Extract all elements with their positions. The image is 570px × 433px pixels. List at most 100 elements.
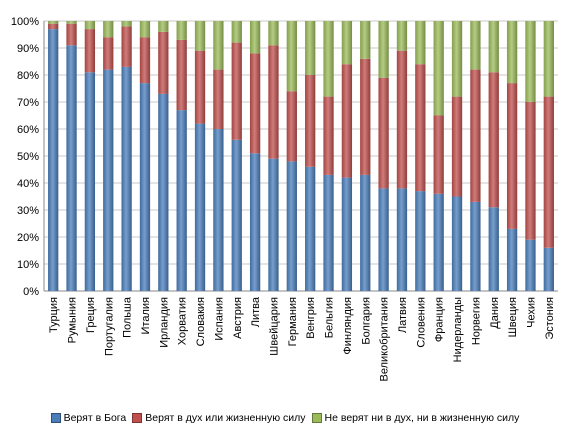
bar-segment <box>451 96 463 197</box>
y-tick-label: 0% <box>23 286 39 298</box>
x-tick-label: Германия <box>287 297 299 346</box>
bar-segment <box>231 42 242 140</box>
bar-segment <box>341 21 353 65</box>
x-tick-label: Болгария <box>360 297 372 345</box>
x-tick-label: Швеция <box>507 297 519 337</box>
x-tick-label: Франция <box>434 297 446 342</box>
bar-segment <box>231 21 242 43</box>
bar-segment <box>139 37 151 84</box>
x-tick-label: Финляндия <box>342 297 354 355</box>
bar-segment <box>48 23 59 30</box>
bar-segment <box>103 69 114 291</box>
bar-segment <box>213 21 224 70</box>
bar-segment <box>525 102 536 240</box>
x-tick-label: Турция <box>48 297 60 333</box>
bar-segment <box>305 75 316 167</box>
bar-segment <box>176 39 187 111</box>
x-tick-label: Хорватия <box>177 297 189 345</box>
x-tick-label: Венгрия <box>305 297 317 339</box>
x-tick-label: Словакия <box>195 297 207 346</box>
bar-segment <box>66 21 77 24</box>
y-tick-label: 60% <box>17 124 39 136</box>
bar-segment <box>360 21 371 59</box>
legend-swatch-green <box>311 413 322 423</box>
bar-segment <box>103 37 114 70</box>
bar-segment <box>158 31 169 94</box>
y-tick-label: 80% <box>17 70 39 82</box>
bar-segment <box>433 193 444 291</box>
x-tick-label: Румыния <box>67 297 79 343</box>
y-tick-label: 30% <box>17 205 39 217</box>
bar-segment <box>525 21 536 102</box>
bar-segment <box>84 21 96 30</box>
bar-segment <box>176 110 187 291</box>
bar-segment <box>84 29 96 73</box>
x-tick-label: Чехия <box>525 297 537 328</box>
bar-segment <box>506 83 518 229</box>
bar-segment <box>433 21 444 116</box>
y-tick-label: 70% <box>17 97 39 109</box>
bar-segment <box>139 21 151 38</box>
bar-segment <box>451 21 463 97</box>
bar-segment <box>305 166 316 291</box>
x-tick-label: Испания <box>213 297 225 341</box>
bar-segment <box>323 96 334 175</box>
bar-segment <box>360 58 371 175</box>
bar-segment <box>543 96 554 248</box>
bar-segment <box>176 21 187 40</box>
bar-segment <box>103 21 114 38</box>
y-tick-label: 20% <box>17 232 39 244</box>
bar-segment <box>268 158 279 291</box>
x-tick-label: Дания <box>489 297 501 329</box>
bar-segment <box>323 174 334 291</box>
bar-segment <box>378 21 389 78</box>
y-tick-label: 10% <box>17 259 39 271</box>
bar-segment <box>415 191 426 291</box>
bar-segment <box>194 21 206 51</box>
bar-segment <box>396 21 408 51</box>
bar-segment <box>470 201 481 291</box>
x-tick-label: Греция <box>85 297 97 333</box>
legend-label: Не верят ни в дух, ни в жизненную силу <box>324 412 520 424</box>
bar-segment <box>506 21 518 84</box>
bar-segment <box>48 29 59 291</box>
bar-segment <box>525 239 536 291</box>
bar-segment <box>341 177 353 291</box>
legend-label: Верят в дух или жизненную силу <box>145 412 306 424</box>
y-tick-label: 100% <box>11 16 39 28</box>
x-tick-label: Словения <box>415 297 427 348</box>
x-tick-label: Польша <box>122 296 134 338</box>
bar-segment <box>488 72 499 208</box>
bar-segment <box>268 45 279 159</box>
bar-segment <box>213 129 224 291</box>
bar-segment <box>231 139 242 291</box>
y-tick-label: 90% <box>17 43 39 55</box>
bar-segment <box>48 21 59 24</box>
bar-segment <box>268 21 279 46</box>
x-tick-label: Ирландия <box>158 297 170 348</box>
x-tick-label: Бельгия <box>324 297 336 338</box>
x-tick-label: Австрия <box>232 297 244 339</box>
bar-segment <box>470 21 481 70</box>
x-tick-label: Португалия <box>103 297 115 356</box>
x-tick-label: Италия <box>140 297 152 335</box>
bar-segment <box>396 50 408 189</box>
bar-segment <box>415 21 426 65</box>
bar-segment <box>341 64 353 178</box>
legend-swatch-blue <box>50 413 61 423</box>
bar-segment <box>378 188 389 291</box>
bar-segment <box>66 23 77 46</box>
legend-item-believe-god: Верят в Бога <box>50 412 126 424</box>
x-tick-label: Великобритания <box>379 297 391 382</box>
bar-segment <box>506 228 518 291</box>
bar-segment <box>488 207 499 291</box>
bar-segment <box>121 26 132 67</box>
bar-segment <box>121 66 132 292</box>
bar-segment <box>194 50 206 124</box>
legend-swatch-red <box>132 413 143 423</box>
x-tick-label: Нидерланды <box>452 297 464 362</box>
bar-segment <box>433 115 444 194</box>
bar-segment <box>488 21 499 73</box>
bar-segment <box>249 53 261 154</box>
bar-segment <box>470 69 481 202</box>
